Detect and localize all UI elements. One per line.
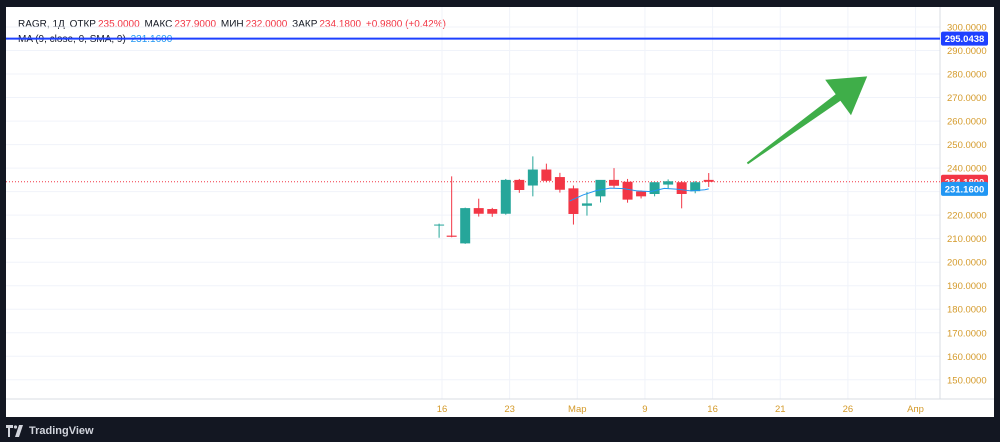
up-trend-arrow bbox=[746, 76, 868, 165]
high-label: МАКС bbox=[144, 19, 173, 30]
y-tick-label: 210.0000 bbox=[947, 234, 987, 245]
price-chart[interactable]: 300.0000 290.0000 280.0000 270.0000 260.0000… bbox=[6, 7, 994, 417]
horizontal-line-label: 295.0438 bbox=[945, 34, 985, 45]
x-tick-label: 26 bbox=[843, 404, 854, 415]
y-tick-label: 160.0000 bbox=[947, 352, 987, 363]
candle-body bbox=[554, 177, 565, 190]
x-tick-label: 9 bbox=[642, 404, 647, 415]
candle-body bbox=[527, 169, 538, 186]
y-tick-label: 190.0000 bbox=[947, 281, 987, 292]
y-tick-label: 220.0000 bbox=[947, 211, 987, 222]
y-tick-label: 270.0000 bbox=[947, 93, 987, 104]
close-label: ЗАКР bbox=[292, 19, 318, 30]
candle-body bbox=[622, 181, 633, 200]
candle-body bbox=[460, 208, 471, 244]
low-label: МИН bbox=[220, 19, 244, 30]
tradingview-logo-icon[interactable] bbox=[6, 424, 24, 437]
candle-body bbox=[690, 182, 701, 192]
open-label: ОТКР bbox=[69, 19, 96, 30]
candle-body bbox=[487, 209, 498, 214]
candle-body bbox=[649, 182, 660, 194]
y-tick-label: 150.0000 bbox=[947, 375, 987, 386]
x-tick-label: 21 bbox=[775, 404, 786, 415]
candle-body bbox=[500, 179, 511, 214]
horizontal-line-label-bg bbox=[941, 31, 988, 46]
y-tick-label: 170.0000 bbox=[947, 328, 987, 339]
ma-last-label: 231.1600 bbox=[945, 184, 985, 195]
open-value: 235.0000 bbox=[97, 19, 140, 30]
symbol-label[interactable]: RAGR, 1Д bbox=[18, 19, 65, 30]
y-tick-label: 180.0000 bbox=[947, 305, 987, 316]
y-tick-label: 200.0000 bbox=[947, 258, 987, 269]
x-tick-label: 16 bbox=[707, 404, 718, 415]
candle-body bbox=[676, 182, 687, 194]
y-tick-label: 290.0000 bbox=[947, 46, 987, 57]
footer: TradingView bbox=[6, 419, 306, 442]
x-tick-label: 16 bbox=[437, 404, 448, 415]
ma-line bbox=[569, 187, 709, 202]
candle-body bbox=[514, 179, 525, 190]
candle-body bbox=[568, 188, 579, 214]
y-tick-label: 260.0000 bbox=[947, 117, 987, 128]
x-tick-label: Мар bbox=[568, 404, 587, 415]
y-tick-label: 280.0000 bbox=[947, 70, 987, 81]
candle-body bbox=[541, 169, 552, 181]
low-value: 232.0000 bbox=[245, 19, 288, 30]
x-tick-label: Апр bbox=[907, 404, 924, 415]
high-value: 237.9000 bbox=[174, 19, 217, 30]
tradingview-brand[interactable]: TradingView bbox=[29, 424, 94, 437]
close-value: 234.1800 bbox=[319, 19, 362, 30]
y-tick-label: 250.0000 bbox=[947, 140, 987, 151]
candle-body bbox=[595, 179, 606, 197]
chart-frame[interactable]: RAGR, 1Д ОТКР 235.0000 МАКС 237.9000 МИН 23… bbox=[6, 7, 994, 417]
y-tick-label: 300.0000 bbox=[947, 23, 987, 34]
candle-body bbox=[636, 191, 647, 197]
candle-body bbox=[703, 179, 714, 182]
candle-body bbox=[609, 179, 620, 186]
candle-body bbox=[581, 203, 592, 206]
ma-last-label-bg bbox=[941, 181, 988, 196]
candle-body bbox=[663, 181, 674, 185]
candle-body bbox=[446, 235, 457, 237]
candle-body bbox=[434, 224, 445, 226]
x-tick-label: 23 bbox=[504, 404, 515, 415]
change-value: +0.9800 (+0.42%) bbox=[365, 19, 446, 30]
candle-body bbox=[473, 208, 484, 214]
ohlc-legend: RAGR, 1Д ОТКР 235.0000 МАКС 237.9000 МИН 23… bbox=[18, 19, 448, 31]
y-tick-label: 240.0000 bbox=[947, 164, 987, 175]
